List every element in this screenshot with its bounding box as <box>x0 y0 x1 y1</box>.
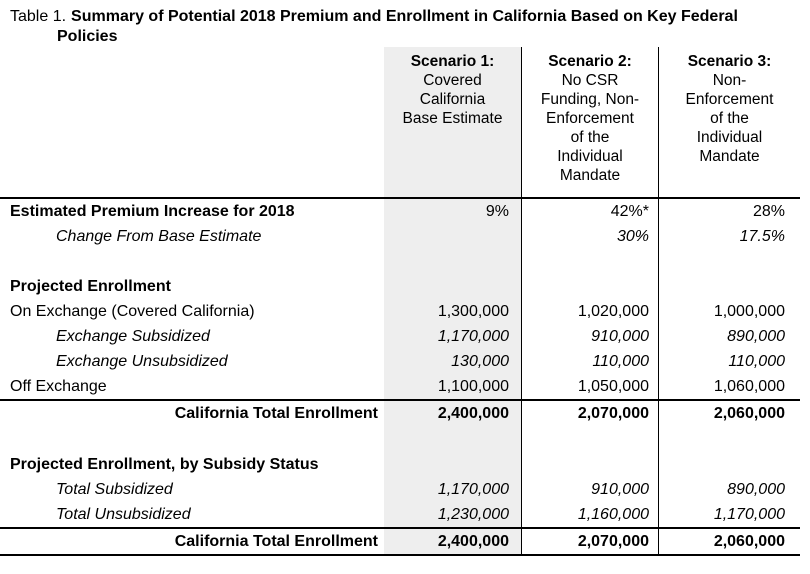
document-page: Table 1. Summary of Potential 2018 Premiu… <box>0 7 810 556</box>
value-cell-scenario-1: 1,170,000 <box>384 324 522 349</box>
value-cell-scenario-3: 890,000 <box>727 328 785 345</box>
row-label <box>0 427 384 452</box>
row-label: Change From Base Estimate <box>56 228 262 245</box>
scenario-2-subtitle: No CSR Funding, Non- Enforcement of the … <box>540 72 640 184</box>
table-row: California Total Enrollment 2,400,000 2,… <box>0 399 800 427</box>
value-cell-scenario-1 <box>384 451 522 477</box>
value-cell-scenario-1: 1,170,000 <box>384 476 522 502</box>
value-cell-scenario-1 <box>384 224 522 249</box>
value-cell-scenario-3 <box>659 427 800 452</box>
table-title: Table 1. Summary of Potential 2018 Premiu… <box>10 7 762 47</box>
column-header-scenario-1: Scenario 1: Covered California Base Esti… <box>384 47 522 197</box>
value-cell-scenario-3: 1,000,000 <box>713 303 785 320</box>
value-cell-scenario-2 <box>522 451 659 477</box>
row-label: Projected Enrollment <box>10 278 171 295</box>
row-label: Off Exchange <box>10 378 107 395</box>
value-cell-scenario-3 <box>659 249 800 274</box>
value-cell-scenario-3 <box>659 452 800 477</box>
column-header-scenario-3: Scenario 3: Non- Enforcement of the Indi… <box>659 47 800 197</box>
scenario-1-title: Scenario 1: <box>410 53 495 70</box>
table-number: Table 1. <box>10 8 67 25</box>
row-label: On Exchange (Covered California) <box>10 303 255 320</box>
value-cell-scenario-1: 9% <box>384 199 522 224</box>
table-row: Exchange Unsubsidized 130,000 110,000 11… <box>0 349 800 374</box>
row-label: California Total Enrollment <box>174 532 378 550</box>
row-label: Estimated Premium Increase for 2018 <box>10 203 295 220</box>
value-cell-scenario-2: 2,070,000 <box>522 528 659 554</box>
value-cell-scenario-3: 2,060,000 <box>713 405 785 422</box>
row-label: Projected Enrollment, by Subsidy Status <box>10 455 319 473</box>
row-label: California Total Enrollment <box>174 405 378 422</box>
value-cell-scenario-3: 2,060,000 <box>713 532 785 550</box>
value-cell-scenario-1: 1,300,000 <box>384 299 522 324</box>
value-cell-scenario-2: 42%* <box>522 199 659 224</box>
scenario-1-subtitle: Covered California Base Estimate <box>402 72 503 127</box>
row-label: Total Unsubsidized <box>56 505 191 523</box>
value-cell-scenario-3: 1,170,000 <box>713 505 785 523</box>
table-spacer-row <box>0 426 800 452</box>
table-row: Off Exchange 1,100,000 1,050,000 1,060,0… <box>0 374 800 399</box>
table-row: Estimated Premium Increase for 2018 9% 4… <box>0 199 800 224</box>
value-cell-scenario-1 <box>384 249 522 274</box>
value-cell-scenario-1: 1,100,000 <box>384 374 522 399</box>
table-body: Estimated Premium Increase for 2018 9% 4… <box>0 197 800 556</box>
value-cell-scenario-3: 110,000 <box>728 353 785 370</box>
value-cell-scenario-2 <box>522 274 659 299</box>
value-cell-scenario-1 <box>384 426 522 452</box>
table-row: Total Unsubsidized 1,230,000 1,160,000 1… <box>0 501 800 527</box>
value-cell-scenario-1: 2,400,000 <box>384 401 522 427</box>
scenario-3-title: Scenario 3: <box>687 53 772 70</box>
value-cell-scenario-2: 110,000 <box>522 349 659 374</box>
value-cell-scenario-1: 1,230,000 <box>384 501 522 527</box>
row-label: Total Subsidized <box>56 480 173 498</box>
value-cell-scenario-2: 910,000 <box>522 476 659 502</box>
table-row: Projected Enrollment, by Subsidy Status <box>0 451 800 477</box>
table-row: Exchange Subsidized 1,170,000 910,000 89… <box>0 324 800 349</box>
table-row: On Exchange (Covered California) 1,300,0… <box>0 299 800 324</box>
value-cell-scenario-2: 2,070,000 <box>522 401 659 427</box>
value-cell-scenario-2: 1,050,000 <box>522 374 659 399</box>
header-label-spacer <box>0 47 384 197</box>
value-cell-scenario-3 <box>659 274 800 299</box>
value-cell-scenario-3: 890,000 <box>727 480 785 498</box>
table-header: Scenario 1: Covered California Base Esti… <box>0 47 800 197</box>
value-cell-scenario-2: 1,020,000 <box>522 299 659 324</box>
value-cell-scenario-2: 1,160,000 <box>522 501 659 527</box>
value-cell-scenario-3: 28% <box>752 203 785 220</box>
value-cell-scenario-2 <box>522 426 659 452</box>
row-label: Exchange Subsidized <box>56 328 210 345</box>
table-row: Change From Base Estimate 30% 17.5% <box>0 224 800 249</box>
value-cell-scenario-3: 17.5% <box>739 228 785 245</box>
table-title-text: Summary of Potential 2018 Premium and En… <box>57 8 738 45</box>
table-spacer-row <box>0 249 800 274</box>
value-cell-scenario-1 <box>384 274 522 299</box>
row-label <box>0 249 384 274</box>
row-label: Exchange Unsubsidized <box>56 353 228 370</box>
column-header-scenario-2: Scenario 2: No CSR Funding, Non- Enforce… <box>522 47 659 197</box>
value-cell-scenario-2: 30% <box>522 224 659 249</box>
value-cell-scenario-2 <box>522 249 659 274</box>
summary-table: Scenario 1: Covered California Base Esti… <box>0 47 800 556</box>
value-cell-scenario-2: 910,000 <box>522 324 659 349</box>
table-row: California Total Enrollment 2,400,000 2,… <box>0 526 800 554</box>
value-cell-scenario-1: 2,400,000 <box>384 528 522 554</box>
table-row: Total Subsidized 1,170,000 910,000 890,0… <box>0 476 800 502</box>
scenario-3-subtitle: Non- Enforcement of the Individual Manda… <box>685 72 774 165</box>
table-row: Projected Enrollment <box>0 274 800 299</box>
scenario-2-title: Scenario 2: <box>548 53 632 70</box>
value-cell-scenario-1: 130,000 <box>384 349 522 374</box>
value-cell-scenario-3: 1,060,000 <box>713 378 785 395</box>
